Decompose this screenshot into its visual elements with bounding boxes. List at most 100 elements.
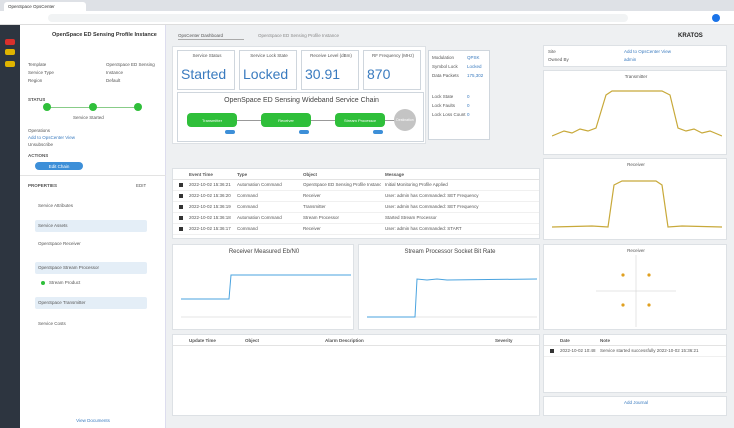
property-item[interactable]: OpenSpace Receiver bbox=[38, 241, 81, 246]
status-card: Service Lock State Locked bbox=[239, 50, 297, 90]
profile-icon[interactable] bbox=[712, 14, 720, 22]
view-select[interactable]: OpsCenter Dashboard bbox=[178, 31, 244, 40]
card-label: Service Status bbox=[192, 53, 222, 58]
constellation-panel: Receiver bbox=[543, 244, 727, 330]
chain-node[interactable]: Transmitter bbox=[187, 113, 237, 127]
row-rule bbox=[173, 212, 539, 213]
url-field[interactable] bbox=[48, 14, 628, 22]
warn-icon[interactable] bbox=[5, 49, 15, 55]
cell: Started Stream Processor bbox=[385, 215, 437, 220]
info-label: Owned By bbox=[548, 57, 569, 62]
spectrum-panel: Receiver bbox=[543, 158, 727, 240]
status-dot bbox=[89, 103, 97, 111]
spectrum-plot bbox=[552, 90, 722, 137]
field-value: Default bbox=[106, 78, 121, 83]
section-heading: PROPERTIES bbox=[28, 183, 58, 188]
property-item[interactable]: OpenSpace Stream Processor bbox=[35, 262, 147, 274]
status-card: Receive Level (dBm) 30.91 bbox=[301, 50, 359, 90]
cell: Receiver bbox=[303, 193, 321, 198]
node-badge bbox=[225, 130, 235, 134]
column-header: Object bbox=[245, 338, 260, 343]
cell: Command bbox=[237, 193, 258, 198]
journal-panel: Date Note 2022-10-02 10:48 am Service start… bbox=[543, 334, 727, 393]
card-value: Started bbox=[181, 66, 227, 82]
field-label: Service Type bbox=[28, 70, 54, 75]
property-item[interactable]: OpenSpace Transmitter bbox=[35, 297, 147, 309]
cell: Automation Command bbox=[237, 182, 282, 187]
row-icon bbox=[179, 183, 183, 187]
cell: Receiver bbox=[303, 226, 321, 231]
browser-tab[interactable]: OpenSpace OpsCenter bbox=[4, 2, 86, 11]
action-button[interactable]: Edit Chain bbox=[35, 162, 83, 170]
alarms-table: Update Time Object Alarm Description Severi… bbox=[172, 334, 540, 416]
field-label: Region bbox=[28, 78, 43, 83]
row-icon bbox=[179, 227, 183, 231]
card-value: Locked bbox=[243, 66, 289, 82]
warn-icon[interactable] bbox=[5, 61, 15, 67]
icon-rail bbox=[0, 25, 20, 428]
cell: User: admin has Commanded: SET Frequency bbox=[385, 193, 479, 198]
cell: User: admin has Commanded: START bbox=[385, 226, 462, 231]
destination-node[interactable]: Destination bbox=[394, 109, 416, 131]
cell: Initial Monitoring Profile Applied bbox=[385, 182, 448, 187]
row-rule bbox=[544, 356, 726, 357]
cell: 2022-10-02 10:48 am bbox=[560, 348, 596, 353]
cell: 2022-10-02 15:36:21 bbox=[189, 182, 231, 187]
cell: 2022-10-02 15:36:19 bbox=[189, 204, 231, 209]
param-value: 175,302 bbox=[467, 73, 484, 78]
property-item[interactable]: Service Costs bbox=[38, 321, 66, 326]
status-text: Service Started bbox=[73, 115, 104, 120]
journal-link[interactable]: Add Journal bbox=[623, 400, 649, 405]
row-icon bbox=[179, 194, 183, 198]
column-header: Severity bbox=[495, 338, 513, 343]
card-label: Receive Level (dBm) bbox=[310, 53, 352, 58]
ops-link[interactable]: Add to OpsCenter View bbox=[28, 135, 75, 140]
instance-title: OpenSpace ED Sensing Profile Instance bbox=[52, 32, 157, 38]
edit-link[interactable]: EDIT bbox=[136, 183, 147, 188]
cell: Command bbox=[237, 204, 258, 209]
chain-node[interactable]: Receiver bbox=[261, 113, 311, 127]
info-panel: Site Add to OpsCenter View Owned By admin bbox=[543, 45, 727, 67]
chart-plot bbox=[367, 278, 537, 318]
constellation-title: Receiver bbox=[627, 248, 645, 253]
chain-link bbox=[236, 120, 406, 121]
ops-label: Operations bbox=[28, 128, 51, 133]
column-header: Message bbox=[385, 172, 405, 177]
card-label: RF Frequency (MHz) bbox=[371, 53, 414, 58]
property-item[interactable]: Stream Product bbox=[49, 280, 81, 285]
param-label: Lock State bbox=[432, 94, 454, 99]
address-bar bbox=[0, 11, 734, 25]
cell: User: admin has Commanded: SET Frequency bbox=[385, 204, 479, 209]
property-item[interactable]: Service Attributes bbox=[38, 203, 74, 208]
alarm-icon[interactable] bbox=[5, 39, 15, 45]
cell: 2022-10-02 15:36:17 bbox=[189, 226, 231, 231]
section-heading: STATUS bbox=[28, 97, 46, 102]
cell: Service started successfully 2022-10-02 … bbox=[600, 348, 699, 353]
info-label: Site bbox=[548, 49, 556, 54]
spectrum-title: Transmitter bbox=[624, 74, 648, 79]
chart-panel: Receiver Measured Eb/N0 bbox=[172, 244, 354, 330]
column-header: Type bbox=[237, 172, 248, 177]
property-item[interactable]: Service Assets bbox=[35, 220, 147, 232]
product-dot bbox=[41, 281, 45, 285]
chain-node[interactable]: Stream Processor bbox=[335, 113, 385, 127]
info-value: Add to OpsCenter View bbox=[624, 49, 671, 54]
row-rule bbox=[173, 190, 539, 191]
param-label: Modulation bbox=[432, 55, 455, 60]
chain-title: OpenSpace ED Sensing Wideband Service Ch… bbox=[224, 97, 379, 104]
param-value: 0 bbox=[467, 103, 470, 108]
ops-note: Unsubscribe bbox=[28, 142, 54, 147]
info-value: admin bbox=[624, 57, 637, 62]
chart-title: Stream Processor Socket Bit Rate bbox=[404, 249, 496, 255]
documents-link[interactable]: View Documents bbox=[76, 418, 110, 423]
column-header: Event Time bbox=[189, 172, 213, 177]
details-panel: OpenSpace ED Sensing Profile Instance ST… bbox=[20, 25, 166, 428]
header-rule bbox=[173, 179, 539, 180]
spectrum-panel: Transmitter bbox=[543, 70, 727, 155]
param-label: Lock Loss Count bbox=[432, 112, 466, 117]
chart-panel: Stream Processor Socket Bit Rate bbox=[358, 244, 540, 330]
cell: Automation Command bbox=[237, 215, 282, 220]
column-header: Update Time bbox=[189, 338, 216, 343]
column-header: Object bbox=[303, 172, 318, 177]
